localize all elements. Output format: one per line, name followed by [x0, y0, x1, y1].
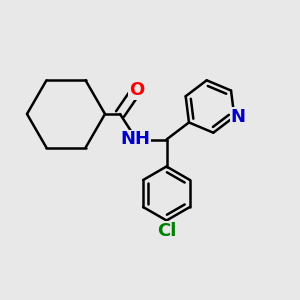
Text: N: N [230, 108, 245, 126]
Text: NH: NH [120, 130, 150, 148]
Text: O: O [129, 81, 144, 99]
Text: Cl: Cl [157, 222, 176, 240]
